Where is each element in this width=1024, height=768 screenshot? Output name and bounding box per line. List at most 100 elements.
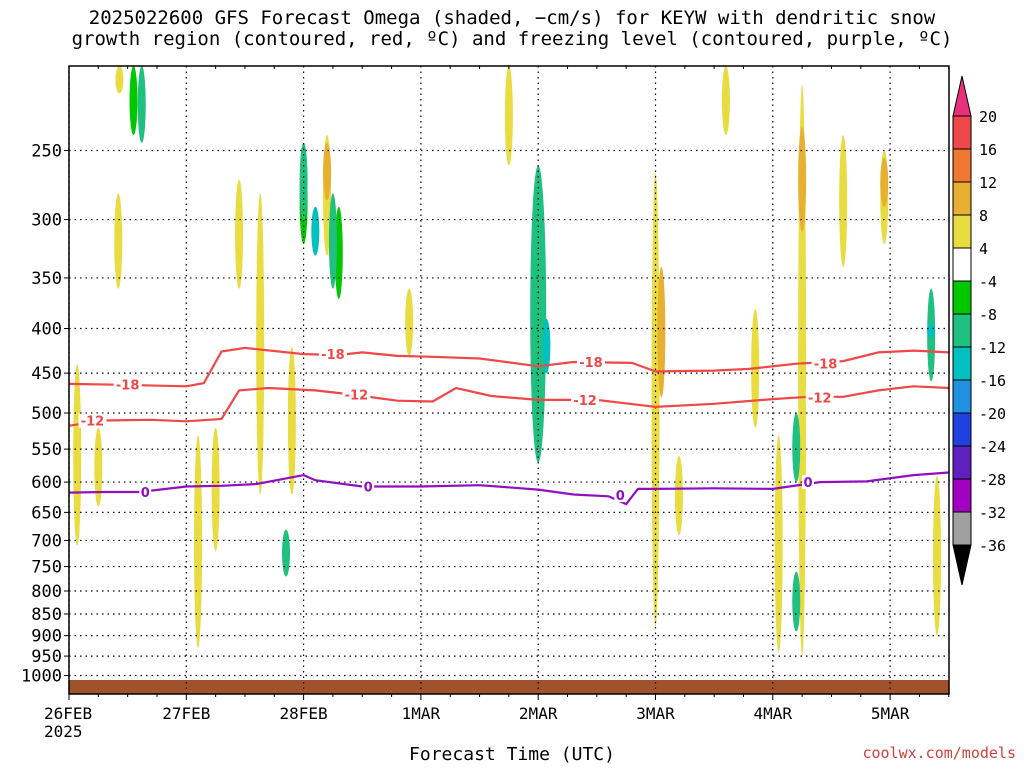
- contour-line: [69, 471, 949, 506]
- contour-label: -12: [345, 388, 369, 403]
- y-tick-label: 850: [31, 605, 62, 625]
- colorbar-label: -8: [979, 306, 997, 324]
- omega-shade-region: [542, 318, 551, 374]
- colorbar-label: 20: [979, 108, 997, 126]
- omega-shade-region: [504, 66, 513, 166]
- contour-label: -18: [814, 358, 838, 373]
- colorbar-label: -12: [979, 339, 1006, 357]
- y-tick-label: 950: [31, 647, 62, 667]
- omega-shade-region: [774, 435, 783, 653]
- omega-shade-region: [651, 172, 660, 628]
- omega-shade-region: [114, 193, 123, 289]
- omega-shade-region: [792, 571, 801, 632]
- contour-label: 0: [803, 476, 812, 491]
- contour-label: -12: [573, 394, 597, 409]
- x-tick-label: 28FEB: [280, 704, 328, 723]
- colorbar-segment: [952, 346, 972, 381]
- omega-shade-region: [94, 427, 103, 507]
- omega-shade-region: [137, 66, 146, 143]
- y-axis: 2503003504004505005506006507007508008509…: [21, 142, 69, 687]
- colorbar-label: -32: [979, 504, 1006, 522]
- chart-title: 2025022600 GFS Forecast Omega (shaded, −…: [0, 8, 1024, 50]
- omega-shade-region: [129, 66, 138, 136]
- contour-label: 0: [141, 486, 150, 501]
- contour-label: -18: [321, 348, 345, 363]
- omega-shade-region: [657, 266, 666, 398]
- y-tick-label: 250: [31, 142, 62, 162]
- omega-shade-region: [792, 413, 801, 483]
- y-tick-label: 550: [31, 440, 62, 460]
- contour-label-bg: [139, 485, 152, 500]
- omega-shade-region: [405, 288, 414, 356]
- y-tick-label: 500: [31, 404, 62, 424]
- omega-shade-region: [880, 158, 889, 207]
- omega-shade-region: [194, 435, 203, 649]
- y-tick-label: 450: [31, 364, 62, 384]
- y-tick-label: 350: [31, 269, 62, 289]
- contour-label-bg: [362, 479, 375, 494]
- omega-shade-region: [328, 193, 337, 289]
- contour-label-bg: [576, 355, 605, 370]
- colorbar-label: -28: [979, 471, 1006, 489]
- x-tick-label: 5MAR: [871, 704, 910, 723]
- contour-label: 0: [616, 489, 625, 504]
- credit-text: coolwx.com/models: [862, 744, 1016, 762]
- x-tick-label: 3MAR: [636, 704, 675, 723]
- y-tick-label: 700: [31, 531, 62, 551]
- contour-label: -12: [81, 415, 105, 430]
- contour-label-bg: [342, 387, 371, 402]
- chart-title-line2: growth region (contoured, red, ºC) and f…: [71, 28, 953, 50]
- y-tick-label: 750: [31, 558, 62, 578]
- ground-surface: [69, 680, 949, 694]
- y-tick-label: 400: [31, 320, 62, 340]
- omega-shade-region: [311, 206, 320, 256]
- chart-title-line1: 2025022600 GFS Forecast Omega (shaded, −…: [88, 7, 936, 29]
- omega-shade-region: [798, 127, 807, 232]
- colorbar-label: -24: [979, 438, 1006, 456]
- colorbar: 20 16 12 8 4 -4 -8 -12 -16 -20 -24 -28 -32 -36: [952, 75, 1006, 586]
- x-tick-label: 4MAR: [754, 704, 793, 723]
- contour-label-bg: [78, 413, 107, 428]
- contour-label-bg: [811, 356, 840, 371]
- colorbar-segment: [952, 511, 972, 546]
- x-tick-label: 26FEB: [44, 704, 92, 723]
- contour-label-bg: [801, 475, 814, 490]
- colorbar-label: 4: [979, 240, 988, 258]
- y-tick-label: 300: [31, 211, 62, 231]
- omega-shade-region: [287, 346, 296, 495]
- contour-label: -12: [808, 392, 832, 407]
- colorbar-segment: [952, 148, 972, 183]
- colorbar-label: -16: [979, 372, 1006, 390]
- colorbar-segment: [952, 412, 972, 447]
- omega-shade-region: [839, 135, 848, 267]
- colorbar-cap-top: [952, 75, 972, 117]
- contour-label-bg: [614, 488, 627, 503]
- contour-label-bg: [113, 377, 142, 392]
- colorbar-segment: [952, 214, 972, 249]
- contour-label: -18: [579, 356, 603, 371]
- colorbar-label: -20: [979, 405, 1006, 423]
- grid: [68, 66, 949, 694]
- y-tick-label: 800: [31, 582, 62, 602]
- omega-shade-region: [73, 364, 82, 546]
- omega-shade-region: [674, 455, 683, 535]
- omega-shade-region: [115, 66, 124, 94]
- x-axis-title: Forecast Time (UTC): [409, 744, 615, 765]
- omega-shade-region: [933, 475, 942, 636]
- omega-shade-region: [282, 529, 291, 577]
- x-tick-label: 27FEB: [162, 704, 210, 723]
- colorbar-segment: [952, 478, 972, 513]
- omega-shade-region: [927, 323, 936, 338]
- omega-shade-region: [256, 193, 265, 495]
- colorbar-segment: [952, 445, 972, 480]
- colorbar-segment: [952, 280, 972, 315]
- x-tick-label: 2MAR: [519, 704, 558, 723]
- x-tick-label: 1MAR: [402, 704, 441, 723]
- contours: -18 -18 -18 -18 -12 -12 -12 -12 0 0 0 0: [69, 346, 949, 506]
- omega-shade-region: [323, 142, 332, 201]
- y-tick-label: 900: [31, 627, 62, 647]
- y-tick-label: 600: [31, 473, 62, 493]
- colorbar-cap-bottom: [952, 544, 972, 586]
